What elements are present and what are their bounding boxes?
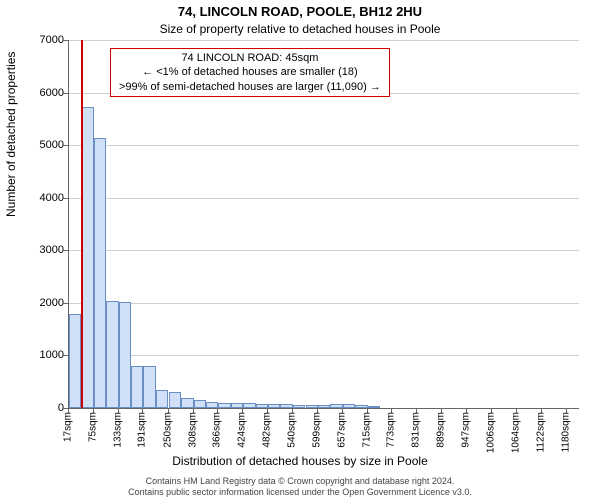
x-tick-label: 1122sqm <box>535 412 546 452</box>
grid-line <box>69 145 579 146</box>
histogram-bar <box>268 404 280 408</box>
x-tick-label: 133sqm <box>112 412 123 448</box>
x-tick-label: 1006sqm <box>486 412 497 453</box>
x-tick-label: 1180sqm <box>560 412 571 452</box>
x-tick-label: 1064sqm <box>510 412 521 453</box>
y-tick-mark <box>63 303 68 304</box>
histogram-bar <box>131 366 143 408</box>
y-tick-mark <box>63 198 68 199</box>
y-tick-mark <box>63 40 68 41</box>
y-tick-label: 3000 <box>14 244 64 256</box>
x-tick-label: 424sqm <box>237 412 248 448</box>
histogram-bar <box>69 314 81 408</box>
histogram-bar <box>343 404 355 408</box>
x-axis-label: Distribution of detached houses by size … <box>0 454 600 468</box>
info-line-2: ← <1% of detached houses are smaller (18… <box>119 65 381 79</box>
x-tick-label: 831sqm <box>411 412 422 448</box>
grid-line <box>69 198 579 199</box>
info-line-1: 74 LINCOLN ROAD: 45sqm <box>119 51 381 65</box>
histogram-bar <box>119 302 131 408</box>
x-tick-label: 191sqm <box>137 412 148 448</box>
histogram-bar <box>156 390 168 408</box>
x-tick-label: 947sqm <box>460 412 471 448</box>
x-tick-label: 250sqm <box>162 412 173 448</box>
y-tick-label: 5000 <box>14 139 64 151</box>
histogram-bar <box>106 301 118 408</box>
x-tick-label: 540sqm <box>286 412 297 448</box>
footer-line-1: Contains HM Land Registry data © Crown c… <box>0 476 600 487</box>
y-tick-label: 0 <box>14 402 64 414</box>
y-tick-label: 7000 <box>14 34 64 46</box>
histogram-bar <box>169 392 181 408</box>
y-tick-label: 4000 <box>14 192 64 204</box>
x-tick-label: 75sqm <box>87 412 98 442</box>
grid-line <box>69 250 579 251</box>
grid-line <box>69 40 579 41</box>
histogram-bar <box>181 398 193 409</box>
x-tick-label: 773sqm <box>386 412 397 448</box>
histogram-bar <box>243 403 255 408</box>
x-tick-label: 366sqm <box>212 412 223 448</box>
y-tick-mark <box>63 93 68 94</box>
grid-line <box>69 303 579 304</box>
y-tick-label: 1000 <box>14 349 64 361</box>
chart-title: 74, LINCOLN ROAD, POOLE, BH12 2HU <box>0 4 600 19</box>
x-tick-label: 715sqm <box>361 412 372 448</box>
chart-container: 74, LINCOLN ROAD, POOLE, BH12 2HU Size o… <box>0 0 600 500</box>
grid-line <box>69 355 579 356</box>
info-box: 74 LINCOLN ROAD: 45sqm ← <1% of detached… <box>110 48 390 97</box>
y-tick-label: 2000 <box>14 297 64 309</box>
histogram-bar <box>293 405 305 408</box>
histogram-bar <box>218 403 230 408</box>
x-tick-label: 657sqm <box>336 412 347 448</box>
footer-line-2: Contains public sector information licen… <box>0 487 600 498</box>
y-tick-label: 6000 <box>14 87 64 99</box>
x-tick-label: 889sqm <box>436 412 447 448</box>
reference-line <box>81 40 83 408</box>
info-line-3: >99% of semi-detached houses are larger … <box>119 80 381 94</box>
y-tick-mark <box>63 355 68 356</box>
x-tick-label: 308sqm <box>187 412 198 448</box>
y-tick-mark <box>63 145 68 146</box>
footer-attribution: Contains HM Land Registry data © Crown c… <box>0 476 600 498</box>
x-tick-label: 482sqm <box>261 412 272 448</box>
y-tick-mark <box>63 250 68 251</box>
histogram-bar <box>81 107 93 408</box>
histogram-bar <box>194 400 206 408</box>
histogram-bar <box>94 138 106 408</box>
histogram-bar <box>318 405 330 408</box>
x-tick-label: 599sqm <box>312 412 323 448</box>
histogram-bar <box>368 406 380 408</box>
histogram-bar <box>143 366 155 408</box>
x-tick-label: 17sqm <box>63 412 74 442</box>
chart-subtitle: Size of property relative to detached ho… <box>0 22 600 36</box>
